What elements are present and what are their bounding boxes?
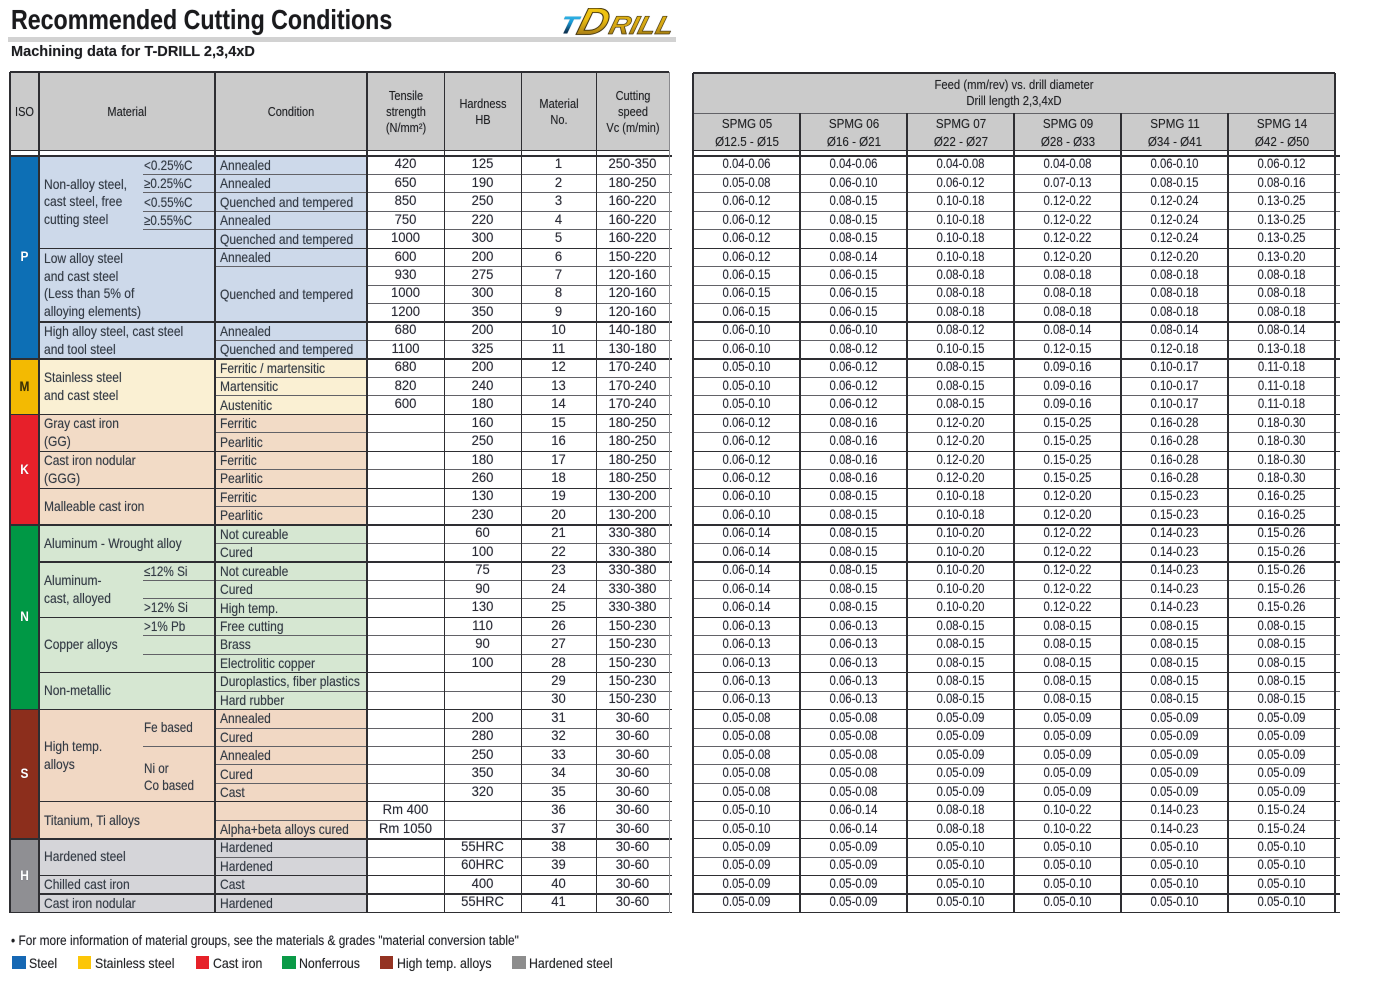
svg-text:RILL: RILL [606, 10, 677, 39]
